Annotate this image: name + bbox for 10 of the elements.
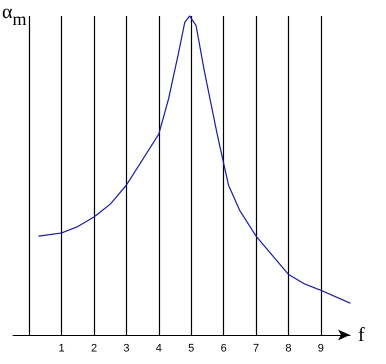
x-tick-label: 8 (285, 342, 292, 354)
x-tick-label: 3 (123, 342, 130, 354)
x-tick-label: 6 (220, 342, 227, 354)
x-axis-title: f (358, 324, 365, 346)
x-tick-label: 2 (90, 342, 98, 354)
x-tick-label: 1 (58, 342, 65, 354)
x-tick-label: 4 (156, 342, 162, 354)
x-tick-label: 9 (318, 342, 324, 354)
x-tick-label: 5 (188, 342, 194, 354)
x-tick-label: 7 (252, 342, 260, 354)
